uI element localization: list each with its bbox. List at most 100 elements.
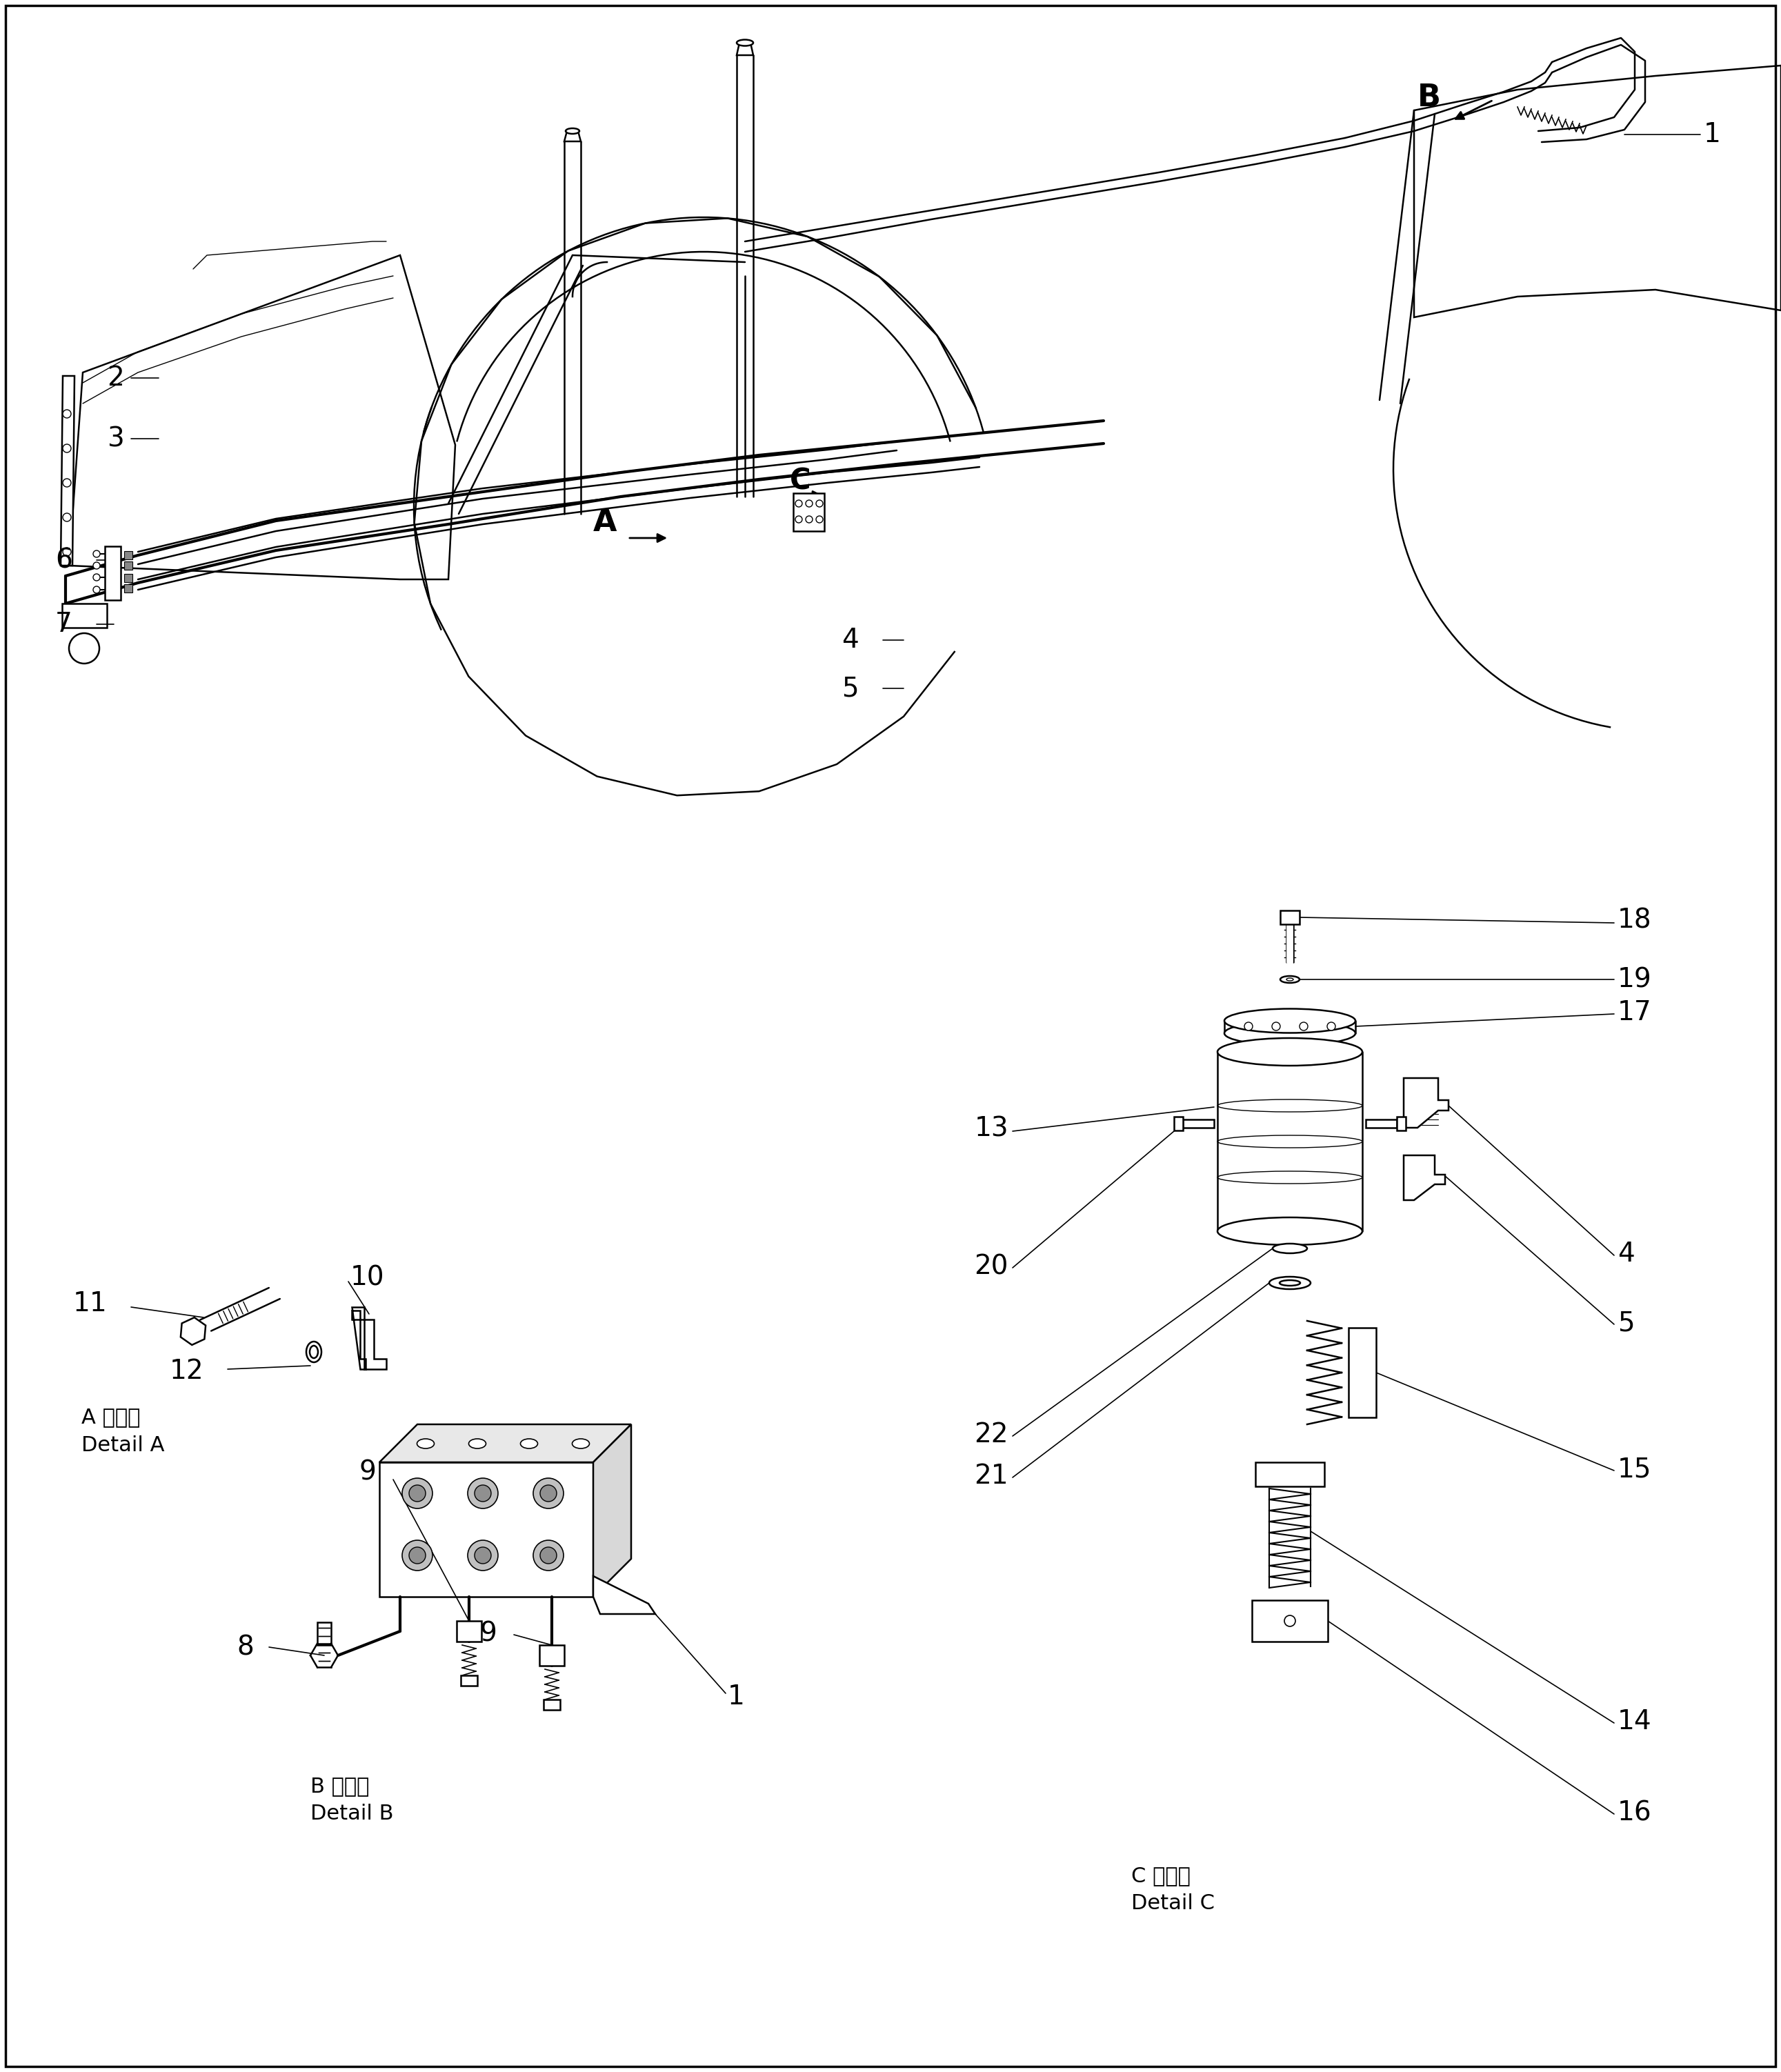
Circle shape <box>533 1477 563 1508</box>
Text: Detail B: Detail B <box>310 1805 394 1823</box>
Polygon shape <box>593 1423 630 1598</box>
Ellipse shape <box>1281 976 1300 982</box>
Polygon shape <box>125 562 132 570</box>
Circle shape <box>93 551 100 557</box>
Circle shape <box>93 562 100 570</box>
Circle shape <box>1245 1021 1252 1030</box>
Circle shape <box>62 410 71 419</box>
Polygon shape <box>793 493 825 530</box>
Circle shape <box>1284 1616 1295 1627</box>
Text: 9: 9 <box>479 1620 497 1647</box>
Polygon shape <box>317 1622 331 1645</box>
Text: Detail C: Detail C <box>1131 1894 1215 1915</box>
Text: 6: 6 <box>55 547 73 574</box>
Text: 5: 5 <box>1617 1310 1635 1336</box>
Polygon shape <box>593 1577 655 1614</box>
Text: 1: 1 <box>728 1685 744 1709</box>
Polygon shape <box>1174 1117 1183 1131</box>
Polygon shape <box>1256 1463 1325 1486</box>
Text: 14: 14 <box>1617 1709 1651 1734</box>
Ellipse shape <box>566 128 579 135</box>
Polygon shape <box>105 547 121 601</box>
Circle shape <box>93 586 100 593</box>
Text: 15: 15 <box>1617 1457 1651 1481</box>
Text: 18: 18 <box>1617 908 1651 934</box>
Polygon shape <box>379 1463 593 1598</box>
Text: 5: 5 <box>842 675 858 702</box>
Text: C 상세도: C 상세도 <box>1131 1867 1190 1886</box>
Polygon shape <box>61 375 75 566</box>
Circle shape <box>796 516 801 522</box>
Ellipse shape <box>1218 1038 1362 1065</box>
Circle shape <box>533 1539 563 1571</box>
Ellipse shape <box>306 1341 321 1361</box>
Polygon shape <box>1348 1328 1377 1417</box>
Text: 12: 12 <box>169 1357 203 1384</box>
Circle shape <box>403 1477 433 1508</box>
Polygon shape <box>353 1307 386 1370</box>
Text: 10: 10 <box>351 1264 385 1291</box>
Circle shape <box>1300 1021 1307 1030</box>
Text: C: C <box>789 466 810 495</box>
Polygon shape <box>125 551 132 559</box>
Ellipse shape <box>737 39 753 46</box>
Polygon shape <box>543 1699 559 1709</box>
Text: B: B <box>1418 83 1441 112</box>
Ellipse shape <box>1270 1276 1311 1289</box>
Circle shape <box>1327 1021 1336 1030</box>
Polygon shape <box>1281 910 1300 924</box>
Text: 16: 16 <box>1617 1801 1651 1825</box>
Circle shape <box>540 1548 557 1564</box>
Polygon shape <box>379 1423 630 1463</box>
Polygon shape <box>125 584 132 593</box>
Ellipse shape <box>1279 1280 1300 1287</box>
Text: 21: 21 <box>974 1463 1008 1490</box>
Polygon shape <box>461 1676 477 1687</box>
Text: 9: 9 <box>358 1459 376 1486</box>
Text: 20: 20 <box>974 1254 1008 1280</box>
Text: 1: 1 <box>1704 122 1720 147</box>
Circle shape <box>410 1548 426 1564</box>
Text: 11: 11 <box>73 1291 107 1316</box>
Polygon shape <box>62 603 107 628</box>
Ellipse shape <box>1273 1243 1307 1254</box>
Text: A 상세도: A 상세도 <box>82 1407 141 1428</box>
Circle shape <box>468 1539 499 1571</box>
Text: 22: 22 <box>974 1421 1008 1448</box>
Text: 19: 19 <box>1617 966 1651 992</box>
Circle shape <box>403 1539 433 1571</box>
Text: 4: 4 <box>1617 1241 1635 1268</box>
Polygon shape <box>180 1318 205 1345</box>
Circle shape <box>805 499 812 508</box>
Text: 3: 3 <box>107 425 125 452</box>
Polygon shape <box>125 574 132 582</box>
Circle shape <box>1272 1021 1281 1030</box>
Circle shape <box>468 1477 499 1508</box>
Text: 7: 7 <box>55 611 73 638</box>
Text: B 상세도: B 상세도 <box>310 1776 369 1796</box>
Circle shape <box>540 1486 557 1502</box>
Polygon shape <box>1414 66 1781 317</box>
Circle shape <box>410 1486 426 1502</box>
Circle shape <box>474 1548 492 1564</box>
Ellipse shape <box>1224 1009 1355 1034</box>
Text: A: A <box>593 508 616 537</box>
Polygon shape <box>737 44 753 56</box>
Ellipse shape <box>572 1438 590 1448</box>
Text: Detail A: Detail A <box>82 1436 164 1455</box>
Circle shape <box>69 634 100 663</box>
Text: 2: 2 <box>107 365 125 392</box>
Circle shape <box>796 499 801 508</box>
Polygon shape <box>1183 1119 1215 1127</box>
Circle shape <box>93 574 100 580</box>
Circle shape <box>62 547 71 555</box>
Circle shape <box>62 514 71 522</box>
Polygon shape <box>540 1645 565 1666</box>
Polygon shape <box>1252 1600 1329 1641</box>
Text: 4: 4 <box>842 628 858 653</box>
Ellipse shape <box>1218 1218 1362 1245</box>
Polygon shape <box>456 1620 481 1641</box>
Text: 8: 8 <box>237 1635 255 1660</box>
Polygon shape <box>1403 1156 1444 1200</box>
Text: 17: 17 <box>1617 999 1651 1026</box>
